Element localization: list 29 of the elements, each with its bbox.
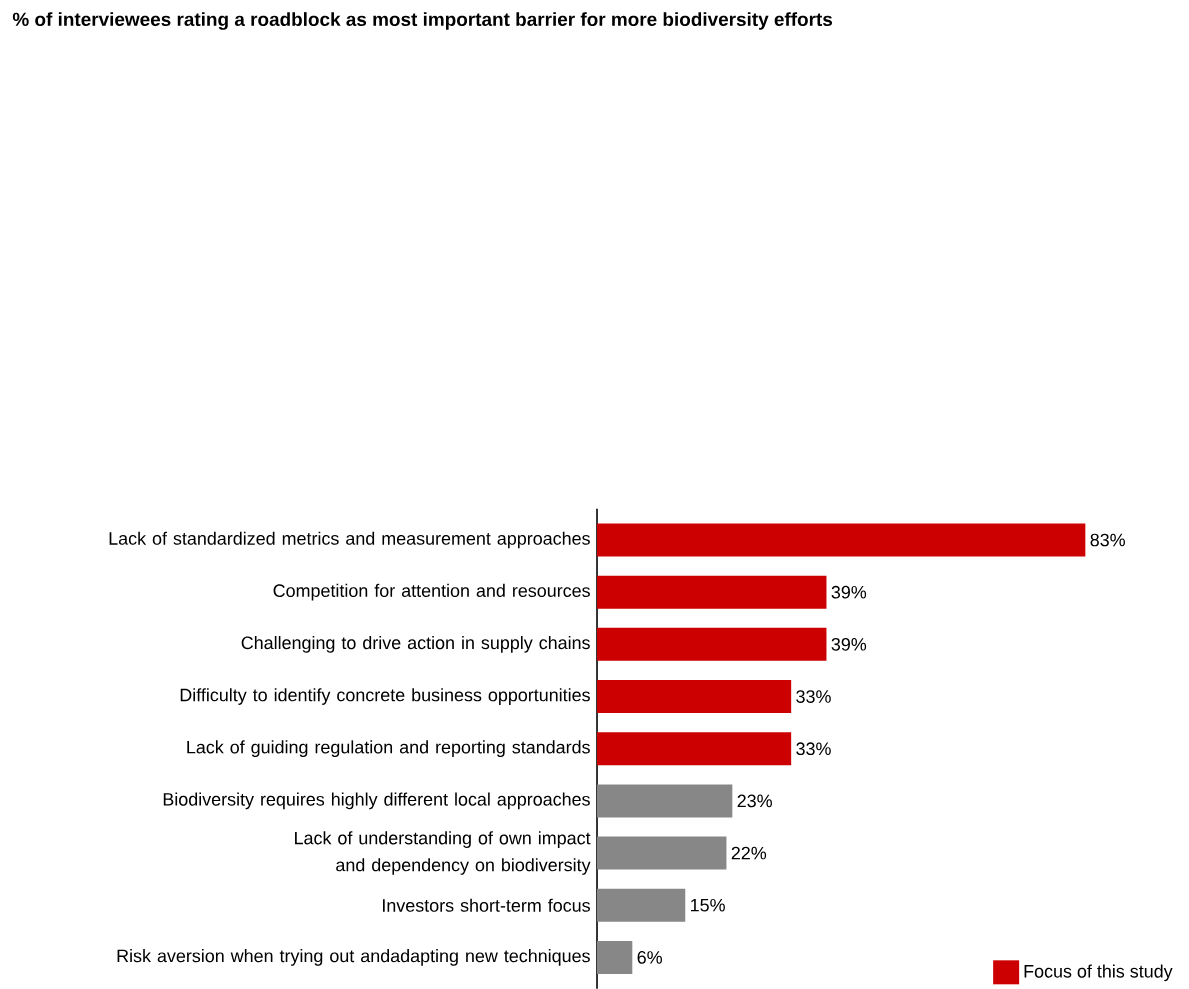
y-tick-label: Lack of understanding of own impact and dependency on biodiversity [295, 831, 591, 875]
data-label: 33% [796, 742, 831, 755]
bar [597, 523, 1086, 557]
y-tick-label: Lack of guiding regulation and reporting standards [187, 740, 590, 757]
y-tick-label: Biodiversity requires highly different local approaches [163, 792, 590, 809]
y-tick-label: Difficulty to identify concrete business opportunities [180, 687, 590, 705]
data-label: 6% [637, 950, 662, 964]
data-label: 39% [831, 585, 867, 599]
bar [597, 940, 633, 974]
data-label: 23% [737, 794, 772, 807]
bar [597, 836, 727, 870]
data-label: 15% [691, 898, 725, 912]
y-tick-label: Competition for attention and resources [273, 583, 590, 601]
data-label: 39% [831, 637, 867, 651]
data-label: 22% [731, 846, 767, 860]
data-label: 83% [1090, 533, 1125, 547]
bar [597, 731, 792, 765]
bar [597, 888, 686, 922]
legend-label: Focus of this study [1024, 964, 1173, 981]
bar [597, 784, 733, 818]
y-tick-label: Investors short-term focus [383, 898, 590, 912]
data-label: 33% [796, 689, 831, 703]
bar [597, 679, 792, 713]
bar [597, 627, 827, 661]
y-tick-label: Lack of standardized metrics and measurement approaches [109, 531, 590, 549]
text: % of interviewees rating a roadblock as most important barrier for more biodiversity efforts [12, 11, 833, 30]
y-tick-label: Challenging to drive action in supply chains [241, 635, 590, 653]
y-tick-label: Risk aversion when trying out andadapting new techniques [117, 948, 590, 966]
bar [597, 575, 827, 609]
